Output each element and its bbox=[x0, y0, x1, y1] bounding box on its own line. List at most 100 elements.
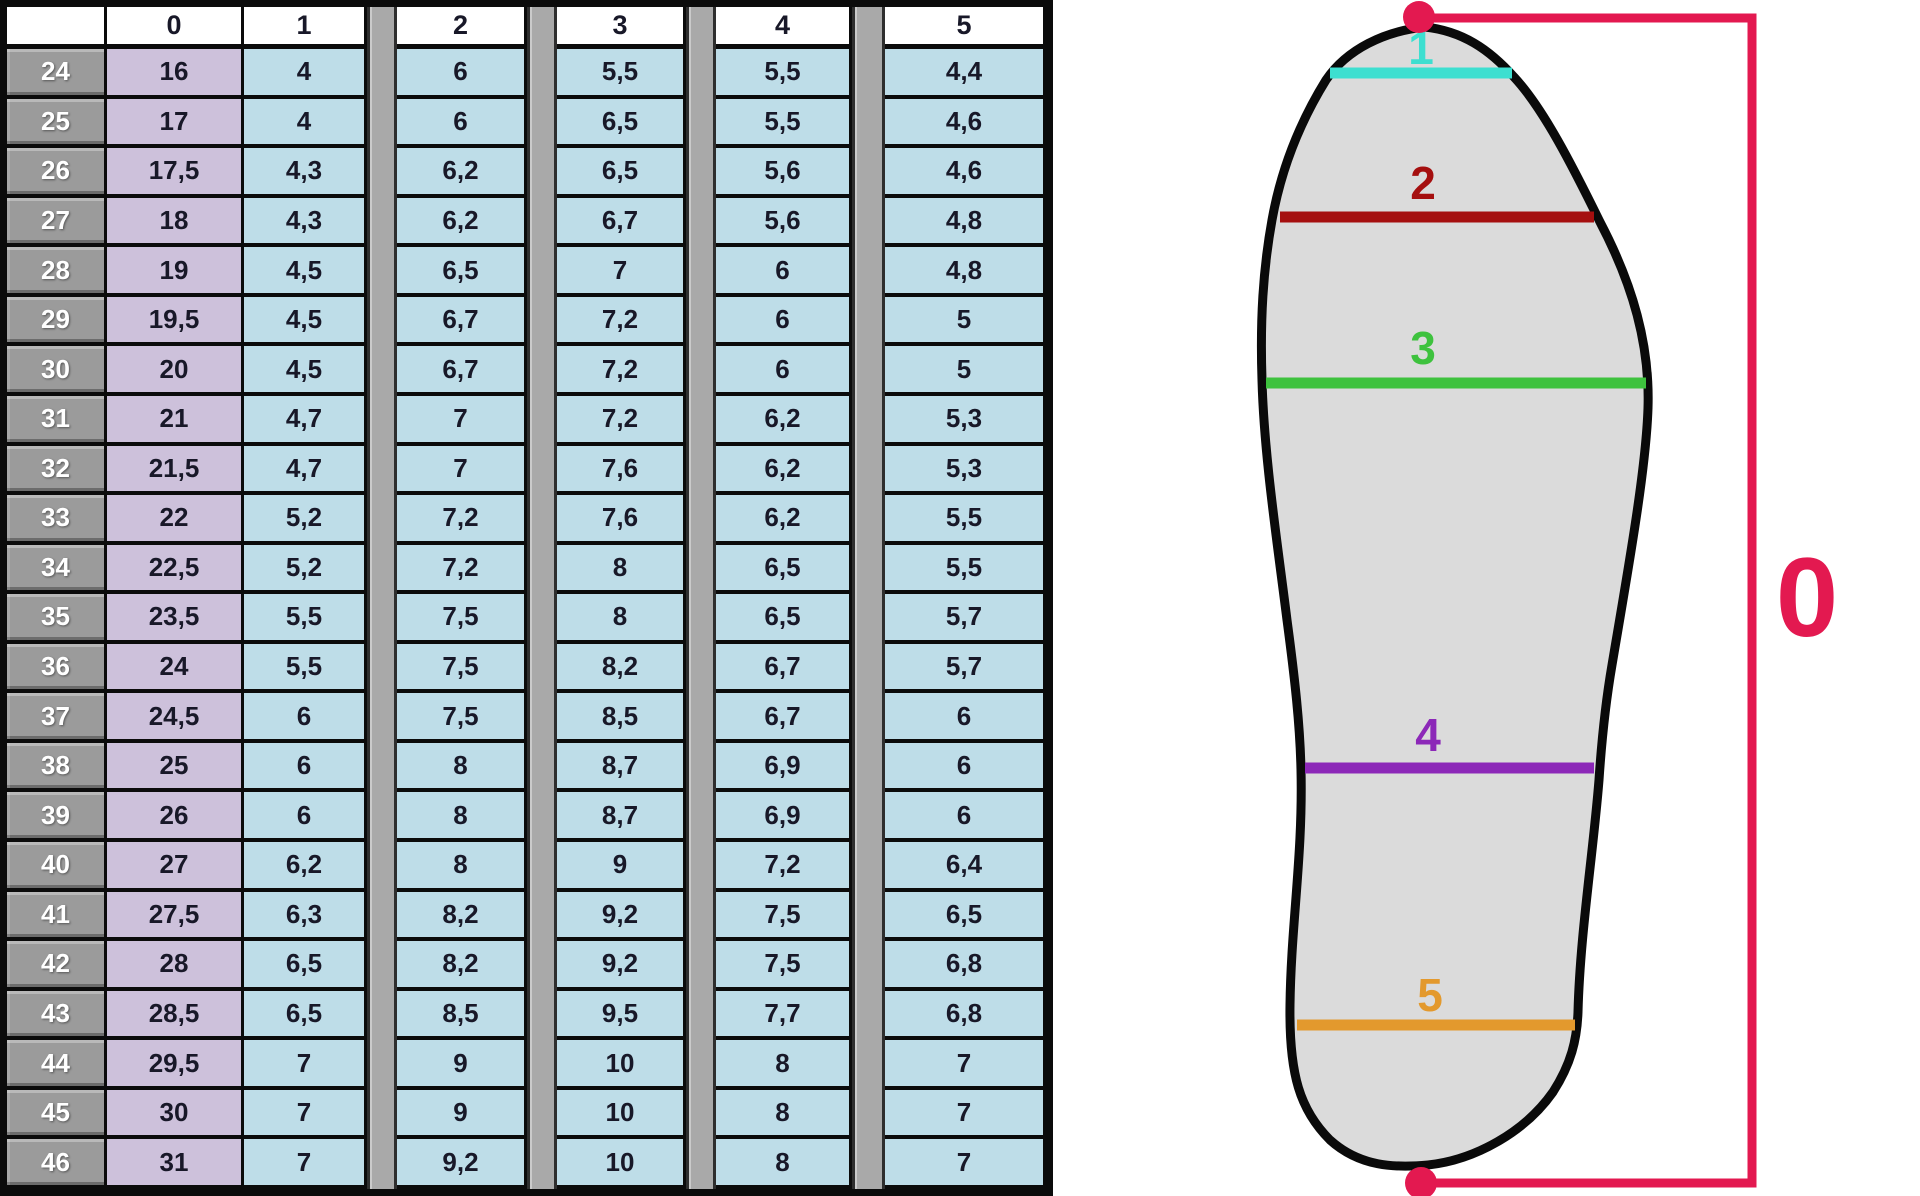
row-header-cell: 42 bbox=[7, 941, 107, 991]
foot-length-cell: 18 bbox=[107, 197, 244, 248]
foot-length-cell: 24 bbox=[107, 643, 244, 694]
foot-length-cell: 28 bbox=[107, 941, 244, 991]
row-header-cell: 44 bbox=[7, 1040, 107, 1090]
foot-length-cell: 22 bbox=[107, 495, 244, 545]
measure-label-2: 2 bbox=[1410, 157, 1436, 209]
measure-cell: 6,2 bbox=[397, 197, 527, 248]
bracket-bottom-dot bbox=[1405, 1167, 1437, 1196]
measure-cell: 7,2 bbox=[716, 842, 852, 892]
measure-cell: 8,2 bbox=[397, 891, 527, 942]
column-header: 2 bbox=[397, 7, 527, 49]
measure-cell: 5,7 bbox=[885, 643, 1046, 694]
row-header-cell: 39 bbox=[7, 792, 107, 843]
measure-cell: 8,7 bbox=[557, 792, 686, 843]
measure-cell: 4,8 bbox=[885, 247, 1046, 297]
measure-cell: 6,9 bbox=[716, 792, 852, 843]
column-separator bbox=[686, 7, 716, 1189]
column-header: 5 bbox=[885, 7, 1046, 49]
measure-cell: 4,5 bbox=[244, 296, 367, 347]
foot-length-cell: 25 bbox=[107, 742, 244, 793]
measure-cell: 8 bbox=[716, 1139, 852, 1189]
foot-length-cell: 30 bbox=[107, 1089, 244, 1140]
row-header-cell: 43 bbox=[7, 990, 107, 1041]
measure-cell: 7 bbox=[244, 1040, 367, 1090]
foot-length-cell: 24,5 bbox=[107, 693, 244, 743]
measure-cell: 4,3 bbox=[244, 148, 367, 198]
row-header-cell: 30 bbox=[7, 346, 107, 396]
measure-cell: 5,5 bbox=[244, 594, 367, 644]
measure-cell: 5,6 bbox=[716, 197, 852, 248]
bracket-top-dot bbox=[1403, 1, 1435, 33]
measure-cell: 6 bbox=[885, 742, 1046, 793]
measure-cell: 6 bbox=[716, 346, 852, 396]
foot-outline bbox=[1256, 22, 1653, 1171]
measure-cell: 7,2 bbox=[397, 495, 527, 545]
measure-cell: 4,7 bbox=[244, 445, 367, 496]
measure-cell: 7,7 bbox=[716, 990, 852, 1041]
measure-cell: 7 bbox=[244, 1139, 367, 1189]
measure-cell: 6 bbox=[716, 247, 852, 297]
measure-cell: 5 bbox=[885, 346, 1046, 396]
foot-length-cell: 17 bbox=[107, 98, 244, 149]
measure-cell: 6 bbox=[244, 792, 367, 843]
column-header: 3 bbox=[557, 7, 686, 49]
measure-cell: 6,5 bbox=[244, 941, 367, 991]
measure-cell: 6,5 bbox=[397, 247, 527, 297]
foot-length-cell: 31 bbox=[107, 1139, 244, 1189]
measure-cell: 7 bbox=[397, 395, 527, 446]
measure-cell: 9,2 bbox=[557, 941, 686, 991]
foot-length-cell: 17,5 bbox=[107, 148, 244, 198]
measure-cell: 7,2 bbox=[397, 544, 527, 595]
measure-label-4: 4 bbox=[1415, 709, 1441, 761]
foot-length-cell: 16 bbox=[107, 49, 244, 99]
foot-length-cell: 20 bbox=[107, 346, 244, 396]
measure-cell: 7,5 bbox=[397, 643, 527, 694]
row-header-cell: 28 bbox=[7, 247, 107, 297]
size-table: 0 1 2 3 4 5 24 16 4 6 5,5 5,5 4,4 25 17 4 6 6,5 5,5 4,6 26 17… bbox=[0, 0, 1053, 1196]
row-header-cell: 26 bbox=[7, 148, 107, 198]
measure-cell: 7,6 bbox=[557, 445, 686, 496]
measure-cell: 7,2 bbox=[557, 395, 686, 446]
measure-cell: 6,4 bbox=[885, 842, 1046, 892]
column-header: 4 bbox=[716, 7, 852, 49]
measure-cell: 8,7 bbox=[557, 742, 686, 793]
measure-cell: 5,5 bbox=[716, 98, 852, 149]
measure-cell: 6 bbox=[885, 792, 1046, 843]
foot-length-cell: 29,5 bbox=[107, 1040, 244, 1090]
measure-cell: 6,2 bbox=[397, 148, 527, 198]
measure-cell: 6,7 bbox=[716, 643, 852, 694]
measure-cell: 7 bbox=[885, 1089, 1046, 1140]
measure-cell: 6,2 bbox=[716, 395, 852, 446]
row-header-cell: 25 bbox=[7, 98, 107, 149]
foot-length-cell: 19 bbox=[107, 247, 244, 297]
foot-length-cell: 21,5 bbox=[107, 445, 244, 496]
measure-cell: 8 bbox=[397, 742, 527, 793]
foot-length-cell: 28,5 bbox=[107, 990, 244, 1041]
measure-cell: 9,5 bbox=[557, 990, 686, 1041]
measure-cell: 6,5 bbox=[557, 148, 686, 198]
column-separator bbox=[527, 7, 557, 1189]
measure-cell: 9,2 bbox=[557, 891, 686, 942]
measure-cell: 9,2 bbox=[397, 1139, 527, 1189]
measure-cell: 6,3 bbox=[244, 891, 367, 942]
measure-cell: 5,2 bbox=[244, 495, 367, 545]
foot-length-cell: 21 bbox=[107, 395, 244, 446]
measure-cell: 6,2 bbox=[716, 495, 852, 545]
measure-cell: 4,6 bbox=[885, 98, 1046, 149]
measure-cell: 10 bbox=[557, 1089, 686, 1140]
measure-cell: 6,2 bbox=[716, 445, 852, 496]
row-header-cell: 34 bbox=[7, 544, 107, 595]
measure-cell: 4,5 bbox=[244, 346, 367, 396]
measure-cell: 6,9 bbox=[716, 742, 852, 793]
measure-cell: 5,5 bbox=[557, 49, 686, 99]
measure-cell: 5,5 bbox=[244, 643, 367, 694]
corner-cell bbox=[7, 7, 107, 49]
foot-length-cell: 26 bbox=[107, 792, 244, 843]
measure-cell: 4,6 bbox=[885, 148, 1046, 198]
measure-cell: 7,5 bbox=[397, 594, 527, 644]
measure-cell: 7 bbox=[557, 247, 686, 297]
measure-cell: 8,5 bbox=[557, 693, 686, 743]
row-header-cell: 31 bbox=[7, 395, 107, 446]
measure-cell: 6 bbox=[716, 296, 852, 347]
